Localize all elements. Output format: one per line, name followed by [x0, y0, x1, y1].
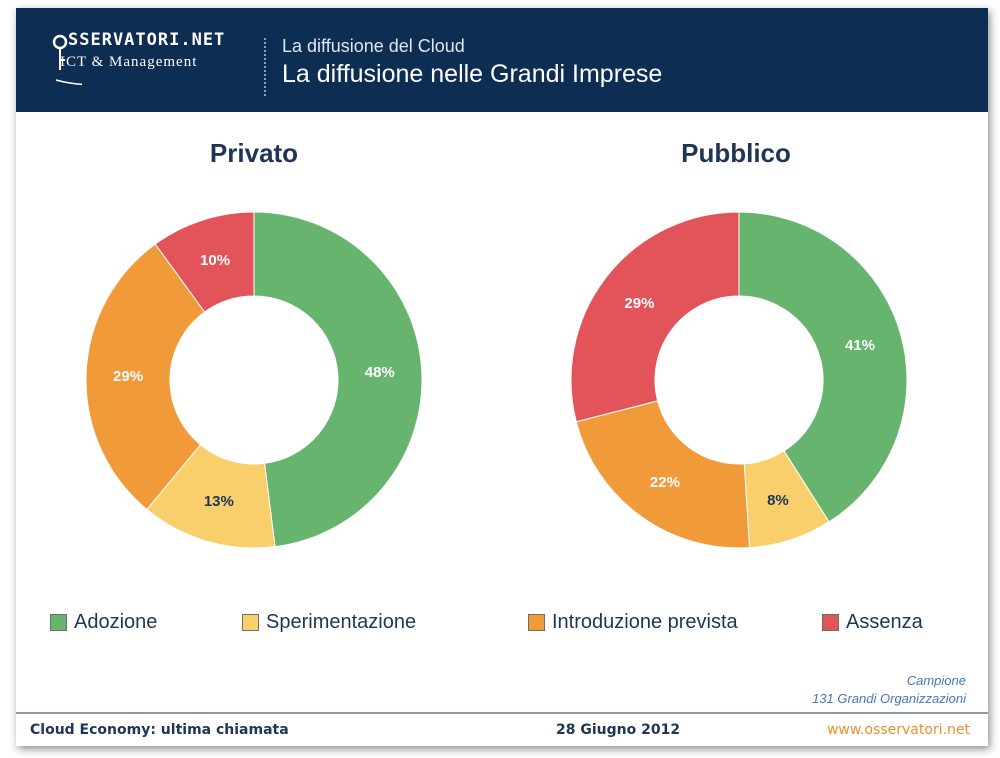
slice-pubblico-assenza: [570, 211, 740, 423]
donut-chart-pubblico: 41% 8% 22% 29%: [570, 211, 908, 549]
legend-label-adozione: Adozione: [74, 610, 158, 633]
key-icon: [52, 34, 82, 86]
label-privato-sperimentazione: 13%: [204, 493, 234, 510]
legend-item-introduzione: Introduzione prevista: [528, 610, 738, 634]
logo-text: SSERVATORI.NET: [68, 30, 226, 50]
page-title: La diffusione nelle Grandi Imprese: [282, 60, 663, 88]
legend-swatch-adozione: [50, 613, 67, 631]
legend-item-sperimentazione: Sperimentazione: [242, 610, 416, 634]
label-privato-assenza: 10%: [200, 252, 230, 269]
sample-note-line2: 131 Grandi Organizzazioni: [812, 691, 966, 706]
section-subtitle: La diffusione del Cloud: [282, 36, 465, 56]
sample-note: Campione 131 Grandi Organizzazioni: [812, 672, 966, 708]
slice-privato-assenza: [154, 211, 255, 313]
sample-note-line1: Campione: [906, 673, 966, 688]
label-pubblico-assenza: 29%: [624, 295, 654, 312]
legend-swatch-assenza: [822, 613, 839, 631]
legend-label-assenza: Assenza: [846, 610, 923, 633]
footer-divider: [16, 712, 988, 714]
slide: SSERVATORI.NET ICT & Management La diffu…: [16, 8, 988, 746]
header-divider: [264, 38, 266, 96]
footer-date: 28 Giugno 2012: [556, 722, 681, 738]
logo-tagline: ICT & Management: [60, 54, 198, 70]
header-bar: SSERVATORI.NET ICT & Management La diffu…: [16, 8, 988, 112]
legend-label-introduzione: Introduzione prevista: [552, 610, 738, 633]
legend-swatch-introduzione: [528, 613, 545, 631]
label-privato-adozione: 48%: [365, 364, 395, 381]
label-pubblico-adozione: 41%: [845, 337, 875, 354]
slice-pubblico-adozione: [738, 211, 908, 523]
legend-item-adozione: Adozione: [50, 610, 157, 634]
donut-chart-privato: 48% 13% 29% 10%: [85, 211, 423, 549]
chart-title-privato: Privato: [209, 138, 299, 168]
legend-swatch-sperimentazione: [242, 613, 259, 631]
chart-title-pubblico: Pubblico: [681, 138, 791, 168]
slice-privato-introduzione-prevista: [85, 243, 206, 511]
label-privato-introduzione-prevista: 29%: [113, 368, 143, 385]
legend-item-assenza: Assenza: [822, 610, 923, 634]
footer-website-link[interactable]: www.osservatori.net: [826, 722, 970, 738]
footer-event-title: Cloud Economy: ultima chiamata: [30, 722, 289, 738]
slice-pubblico-introduzione-prevista: [575, 400, 751, 549]
legend-label-sperimentazione: Sperimentazione: [266, 610, 417, 633]
label-pubblico-sperimentazione: 8%: [767, 492, 789, 509]
label-pubblico-introduzione-prevista: 22%: [650, 474, 680, 491]
osservatori-logo: SSERVATORI.NET ICT & Management: [52, 30, 252, 90]
slice-privato-adozione: [253, 211, 423, 548]
